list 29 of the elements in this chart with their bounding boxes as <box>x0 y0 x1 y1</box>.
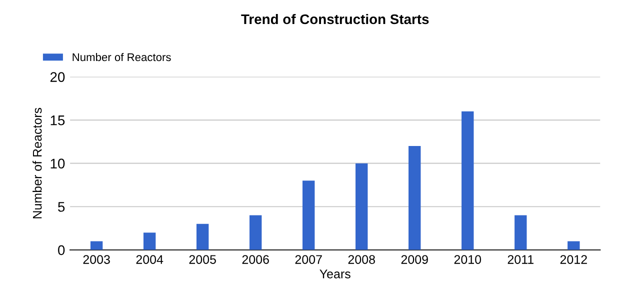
bar <box>356 163 368 250</box>
x-tick-label: 2005 <box>189 255 216 264</box>
bar <box>568 241 580 250</box>
bar <box>143 232 156 250</box>
bar <box>196 224 209 250</box>
x-tick-label: 2010 <box>454 255 482 264</box>
x-tick-label: 2009 <box>401 255 428 264</box>
x-tick-label: 2011 <box>508 255 534 264</box>
x-tick-label: 2012 <box>560 255 587 264</box>
x-axis-title: Years <box>320 270 350 278</box>
bar <box>462 111 474 250</box>
y-tick-label: 20 <box>50 72 65 82</box>
x-tick-label: 2004 <box>136 255 164 264</box>
bar <box>90 241 103 250</box>
legend-label: Number of Reactors <box>72 52 171 62</box>
bar <box>514 215 527 250</box>
y-tick-label: 10 <box>50 158 65 169</box>
y-tick-label: 15 <box>50 116 65 126</box>
y-axis-title: Number of Reactors <box>32 108 42 218</box>
bar <box>408 146 421 250</box>
chart-title: Trend of Construction Starts <box>241 14 429 24</box>
bar <box>302 180 315 250</box>
y-tick-label: 5 <box>58 202 65 212</box>
x-tick-label: 2008 <box>348 255 375 264</box>
x-tick-label: 2007 <box>295 255 322 264</box>
y-tick-label: 0 <box>58 245 65 256</box>
x-tick-label: 2006 <box>242 255 269 264</box>
bar <box>250 215 262 250</box>
x-tick-label: 2003 <box>83 255 110 264</box>
